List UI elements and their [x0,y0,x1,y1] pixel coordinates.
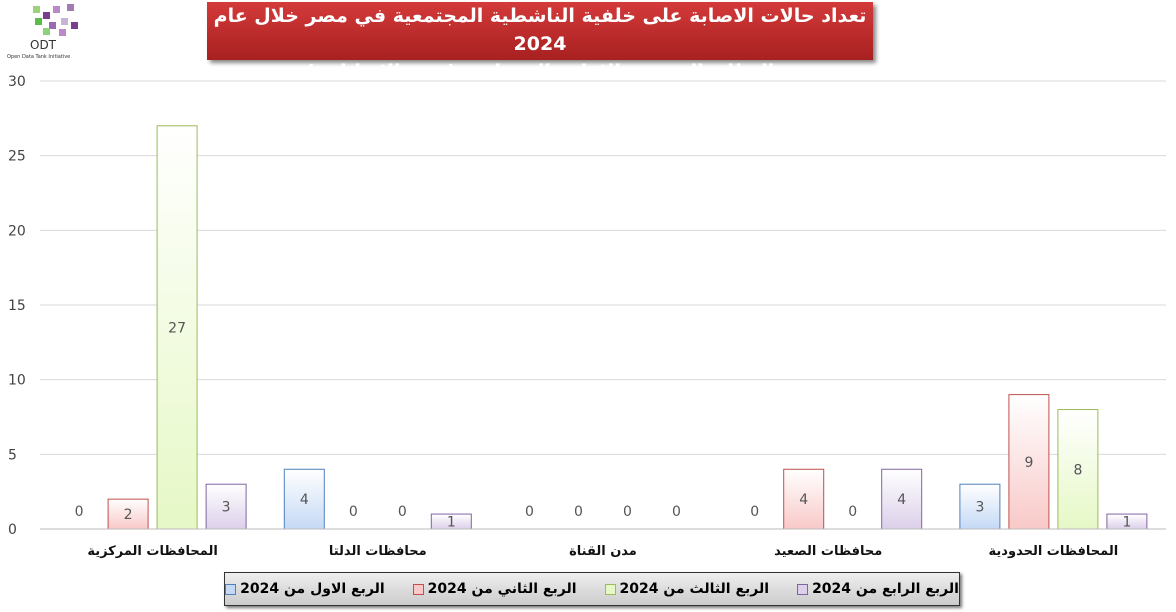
y-tick-label: 30 [8,74,26,90]
cube-logo-icon [33,4,78,36]
data-label: 27 [168,320,186,336]
y-tick-label: 0 [8,522,17,538]
legend-label: الربع الثالث من 2024 [619,581,770,597]
data-label: 0 [75,504,84,520]
logo-subtitle: Open Data Tank Initiative [7,54,71,60]
legend: الربع الاول من 2024 الربع الثاني من 2024 ا… [224,572,960,606]
y-tick-label: 15 [8,298,26,314]
x-category-label: المحافظات الحدودية [989,544,1119,559]
data-label: 0 [574,504,583,520]
y-tick-label: 20 [8,223,26,239]
legend-swatch [604,583,616,595]
legend-item: الربع الثالث من 2024 [604,581,770,597]
x-category-label: محافظات الصعيد [774,544,882,559]
y-tick-label: 10 [8,373,26,389]
chart-subtitle: النطاق الزمني والإقليم الجغرافي ( عدد ال… [305,61,775,83]
legend-item: الربع الثاني من 2024 [412,581,577,597]
y-tick-label: 25 [8,149,26,165]
legend-swatch [412,583,424,595]
logo-text: ODT [30,38,57,52]
data-label: 0 [398,504,407,520]
odt-logo: ODT Open Data Tank Initiative [5,2,100,62]
data-label: 9 [1024,455,1033,471]
y-tick-label: 5 [8,447,17,463]
data-label: 3 [222,500,231,516]
legend-item: الربع الاول من 2024 [225,581,385,597]
data-label: 0 [525,504,534,520]
data-label: 0 [349,504,358,520]
data-label: 1 [447,515,456,531]
data-label: 0 [623,504,632,520]
data-label: 0 [750,504,759,520]
legend-swatch [225,583,237,595]
x-category-label: المحافظات المركزية [87,544,218,559]
bar [283,468,325,530]
chart-title: تعداد حالات الاصابة على خلفية الناشطية ا… [213,5,867,55]
legend-item: الربع الرابع من 2024 [797,581,959,597]
data-label: 4 [300,492,309,508]
bar [881,468,923,530]
legend-label: الربع الثاني من 2024 [427,581,577,597]
bar [1057,409,1099,530]
legend-swatch [797,583,809,595]
data-label: 3 [975,500,984,516]
data-label: 4 [799,492,808,508]
data-label: 0 [848,504,857,520]
legend-label: الربع الرابع من 2024 [812,581,959,597]
data-label: 4 [897,492,906,508]
x-category-label: محافظات الدلتا [329,544,427,559]
data-label: 1 [1122,515,1131,531]
data-label: 0 [672,504,681,520]
x-category-label: مدن القناة [569,544,637,559]
data-label: 2 [124,507,133,523]
bar [205,483,247,530]
chart-title-banner: تعداد حالات الاصابة على خلفية الناشطية ا… [207,2,873,83]
bar [1008,394,1050,530]
bar [959,483,1001,530]
data-label: 8 [1073,462,1082,478]
legend-label: الربع الاول من 2024 [240,581,385,597]
